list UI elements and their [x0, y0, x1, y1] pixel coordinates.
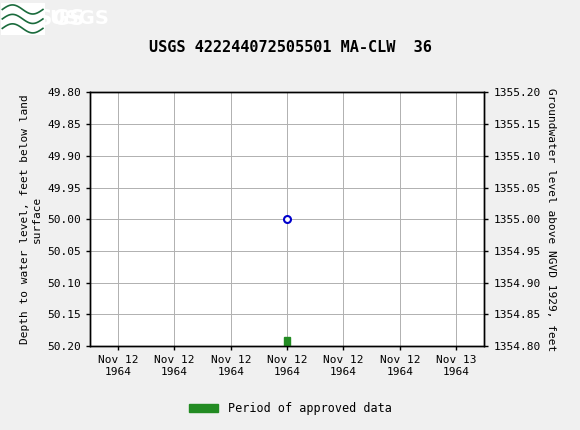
Text: USGS 422244072505501 MA-CLW  36: USGS 422244072505501 MA-CLW 36	[148, 40, 432, 55]
Bar	[284, 337, 290, 346]
FancyBboxPatch shape	[1, 3, 45, 35]
Y-axis label: Groundwater level above NGVD 1929, feet: Groundwater level above NGVD 1929, feet	[546, 88, 556, 351]
Y-axis label: Depth to water level, feet below land
surface: Depth to water level, feet below land su…	[20, 95, 42, 344]
Legend: Period of approved data: Period of approved data	[184, 397, 396, 420]
Text: USGS: USGS	[49, 9, 109, 28]
Text: ≡USGS: ≡USGS	[4, 9, 86, 29]
